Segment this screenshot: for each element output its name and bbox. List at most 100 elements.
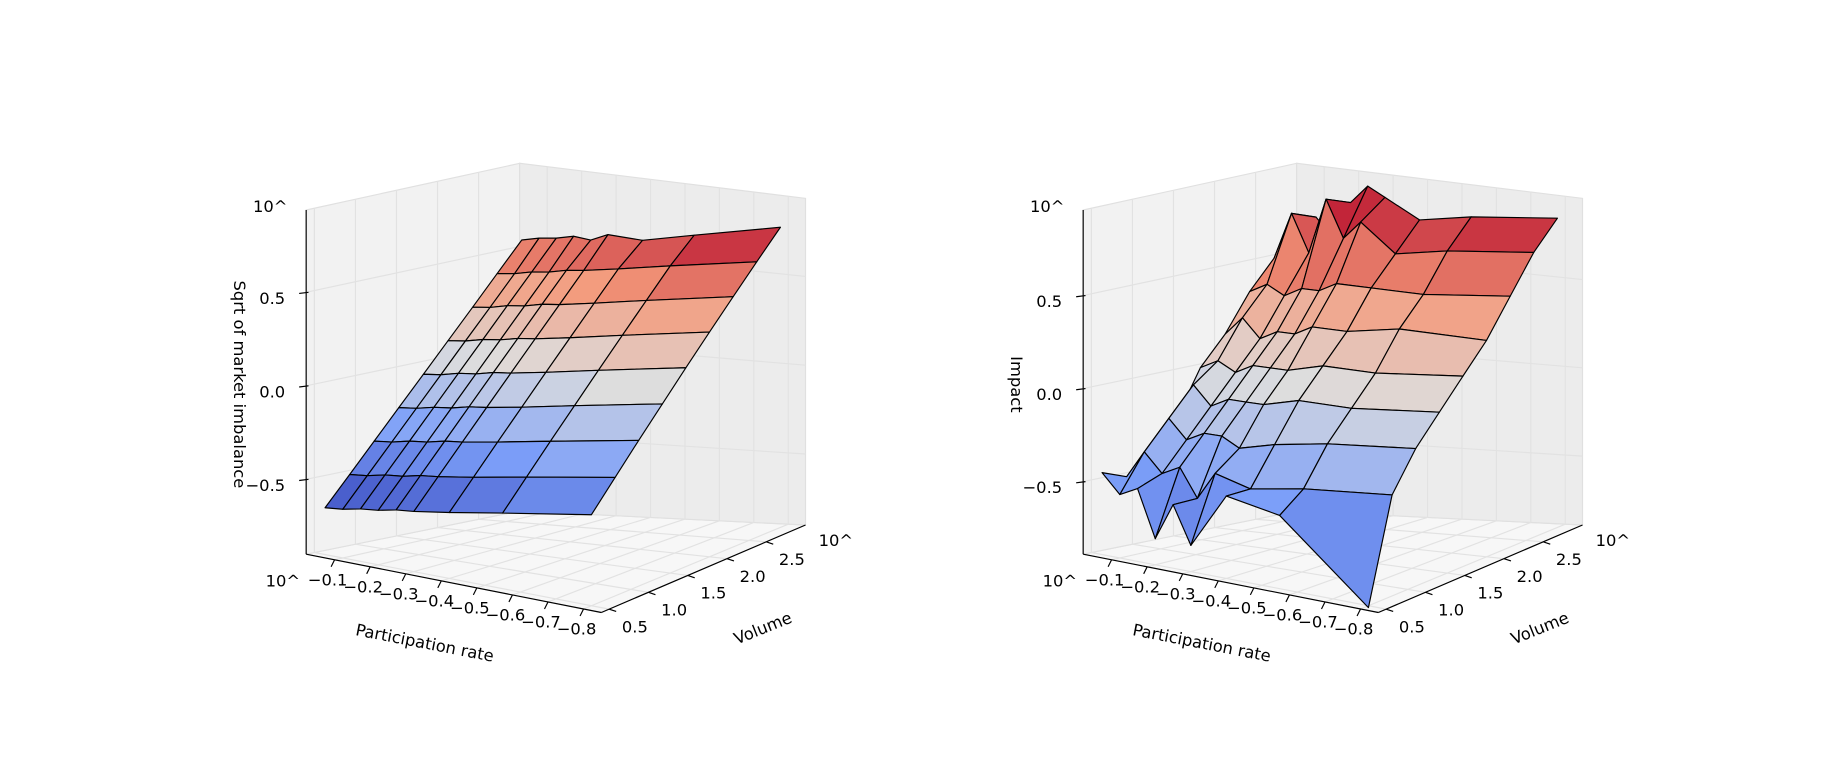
y-axis-label: Volume <box>1508 608 1571 648</box>
y-tick-label: 2.0 <box>1517 567 1543 586</box>
z-tick <box>1076 481 1086 484</box>
y-tick <box>1503 558 1512 562</box>
grid-line <box>396 535 688 577</box>
y-tick-label: 0.5 <box>1399 617 1425 636</box>
y-tick <box>1543 541 1551 545</box>
x-offset-label: 10^ <box>1043 572 1077 591</box>
x-tick-label: −0.8 <box>1334 619 1374 638</box>
x-tick <box>1356 608 1362 617</box>
grid-line <box>1289 520 1497 596</box>
grid-line <box>1083 249 1297 297</box>
grid-line <box>512 520 720 596</box>
y-tick <box>1425 591 1433 596</box>
x-tick <box>579 608 585 617</box>
y-tick <box>687 574 695 579</box>
y-tick-label: 2.5 <box>1556 550 1582 569</box>
x-tick-label: −0.5 <box>450 598 490 617</box>
y-tick <box>648 591 656 596</box>
grid-line <box>1132 543 1426 593</box>
x-tick-label: −0.2 <box>343 577 383 596</box>
y-tick <box>609 608 617 613</box>
x-tick-label: −0.1 <box>1085 570 1125 589</box>
z-tick <box>299 385 309 388</box>
y-tick-label: 1.5 <box>1477 584 1503 603</box>
grid-line <box>355 543 649 593</box>
surface-face <box>502 476 616 516</box>
x-tick <box>437 580 442 589</box>
z-offset-label: 10^ <box>253 197 287 216</box>
x-tick <box>543 601 549 610</box>
z-tick-label: −0.5 <box>246 476 286 495</box>
x-axis-label: Participation rate <box>1131 620 1272 665</box>
grid-line <box>583 523 789 610</box>
z-tick-label: −0.5 <box>1023 478 1063 497</box>
y-axis <box>601 524 806 614</box>
x-offset-label: 10^ <box>266 572 300 591</box>
x-tick-label: −0.8 <box>557 619 597 638</box>
grid-line <box>547 521 755 603</box>
x-tick-label: −0.7 <box>1298 612 1338 631</box>
subplot: −0.1−0.2−0.3−0.4−0.5−0.6−0.7−0.8 0.51.01.… <box>230 162 853 666</box>
grid-line <box>314 551 610 610</box>
grid-line <box>441 516 651 582</box>
x-tick-label: −0.6 <box>486 605 526 624</box>
grid-line <box>405 515 617 575</box>
grid-line <box>370 513 582 568</box>
x-tick-label: −0.3 <box>379 584 419 603</box>
x-tick <box>508 594 513 603</box>
z-tick <box>1076 388 1086 391</box>
y-tick <box>1464 574 1472 579</box>
x-tick-label: −0.4 <box>414 591 454 610</box>
z-tick <box>299 291 309 295</box>
x-tick <box>1285 594 1290 603</box>
y-tick-label: 0.5 <box>622 617 648 636</box>
x-tick-label: −0.2 <box>1120 577 1160 596</box>
z-tick-label: 0.5 <box>259 289 285 308</box>
x-tick-label: −0.7 <box>521 612 561 631</box>
x-tick-label: −0.5 <box>1227 598 1267 617</box>
z-tick-label: 0.0 <box>259 382 285 401</box>
z-axis-label: Impact <box>1007 356 1026 413</box>
y-tick <box>726 558 735 562</box>
x-tick <box>1214 580 1219 589</box>
x-tick-label: −0.1 <box>308 570 348 589</box>
x-axis <box>306 553 602 614</box>
z-tick-label: 0.5 <box>1036 292 1062 311</box>
grid-line <box>1360 523 1566 610</box>
y-tick-label: 2.5 <box>779 550 805 569</box>
surface-face <box>1279 488 1393 609</box>
y-tick-label: 2.0 <box>740 567 766 586</box>
grid-line <box>1091 551 1387 610</box>
z-tick <box>1076 294 1086 298</box>
x-tick-label: −0.3 <box>1156 584 1196 603</box>
x-tick <box>1320 601 1326 610</box>
x-axis <box>1083 553 1379 614</box>
x-tick-label: −0.4 <box>1191 591 1231 610</box>
subplot: −0.1−0.2−0.3−0.4−0.5−0.6−0.7−0.8 0.51.01.… <box>1007 162 1630 666</box>
grid-line <box>306 245 520 293</box>
x-axis-label: Participation rate <box>354 620 495 665</box>
y-axis <box>1378 524 1583 614</box>
x-tick <box>366 566 371 575</box>
y-axis-label: Volume <box>731 608 794 648</box>
z-axis-label: Sqrt of market imbalance <box>230 281 249 489</box>
x-tick <box>1143 566 1148 575</box>
y-tick-label: 1.0 <box>1438 600 1464 619</box>
x-tick-label: −0.6 <box>1263 605 1303 624</box>
grid-line <box>476 518 686 589</box>
z-tick-label: 0.0 <box>1036 385 1062 404</box>
x-tick <box>330 559 336 568</box>
x-tick <box>1107 559 1113 568</box>
x-tick <box>1249 587 1255 596</box>
y-tick-label: 1.0 <box>661 600 687 619</box>
x-tick <box>401 573 407 582</box>
y-tick <box>1386 608 1394 613</box>
y-offset-label: 10^ <box>819 531 853 550</box>
x-tick <box>1178 573 1184 582</box>
y-tick <box>766 541 774 545</box>
x-tick <box>472 587 478 596</box>
z-tick <box>299 478 309 482</box>
grid-line <box>437 527 728 560</box>
grid-line <box>334 511 548 561</box>
